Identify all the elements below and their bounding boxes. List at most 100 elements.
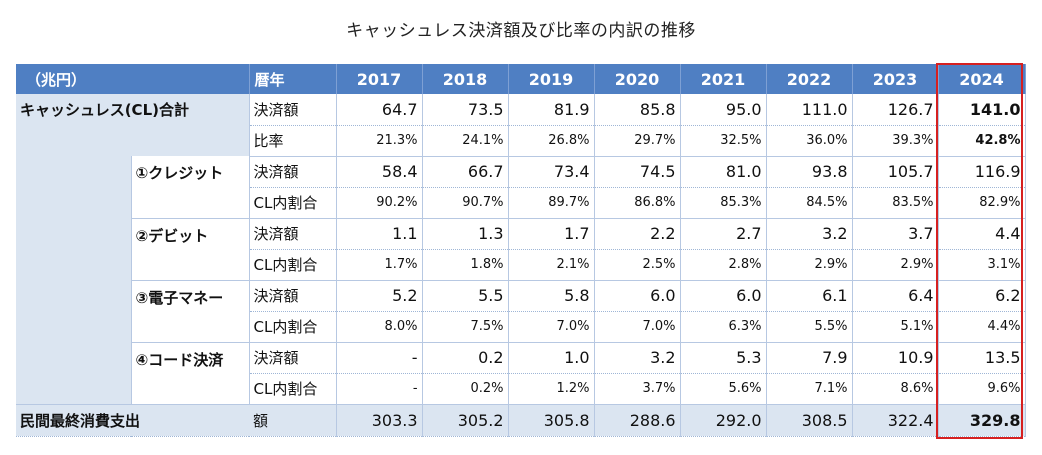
table-cell: 66.7 [422, 156, 509, 188]
row-label: 決済額 [249, 218, 337, 250]
table-row: ①クレジット 決済額 58.4 66.7 73.4 74.5 81.0 93.8… [16, 156, 1026, 404]
table-cell: 1.7 [508, 218, 595, 250]
row-label: 決済額 [249, 280, 337, 312]
table-cell: 32.5% [680, 125, 767, 157]
table-cell: 9.6% [938, 373, 1026, 405]
table-cell: 81.0 [680, 156, 767, 188]
table-cell: 73.5 [422, 94, 509, 126]
table-row: CL内割合 90.2% 90.7% 89.7% 86.8% 85.3% 84.5… [16, 187, 1026, 219]
table-cell: 26.8% [508, 125, 595, 157]
table-cell: 81.9 [508, 94, 595, 126]
cashless-table: （兆円） 暦年 2017 2018 2019 2020 2021 2022 20… [16, 64, 1026, 437]
table-cell: 7.5% [422, 311, 509, 343]
total-label: キャッシュレス(CL)合計 [16, 94, 250, 125]
table-cell: 85.3% [680, 187, 767, 219]
table-cell: 39.3% [852, 125, 939, 157]
table-cell: 5.6% [680, 373, 767, 405]
table-cell: - [336, 342, 423, 374]
year-header: 2021 [680, 64, 767, 94]
table-cell: 73.4 [508, 156, 595, 188]
table-cell: 6.3% [680, 311, 767, 343]
table-cell: 292.0 [680, 403, 767, 437]
table-row: ④コード決済 決済額 - 0.2 1.0 3.2 5.3 7.9 10.9 13… [16, 342, 1026, 405]
table-cell: 111.0 [766, 94, 853, 126]
table-row: ③電子マネー 決済額 5.2 5.5 5.8 6.0 6.0 6.1 6.4 6… [16, 280, 1026, 343]
table-cell: 305.8 [508, 403, 595, 437]
year-header: 2022 [766, 64, 853, 94]
table-cell: 0.2 [422, 342, 509, 374]
table-cell: 2.5% [594, 249, 681, 281]
table-cell: 303.3 [336, 403, 423, 437]
table-cell: 5.5 [422, 280, 509, 312]
year-header: 2020 [594, 64, 681, 94]
table-cell: 329.8 [938, 403, 1026, 437]
table-cell: 1.8% [422, 249, 509, 281]
table-cell: 83.5% [852, 187, 939, 219]
table-cell: 3.7 [852, 218, 939, 250]
table-row: 比率 21.3% 24.1% 26.8% 29.7% 32.5% 36.0% 3… [16, 125, 1026, 157]
table-cell: 58.4 [336, 156, 423, 188]
table-row: CL内割合 8.0% 7.5% 7.0% 7.0% 6.3% 5.5% 5.1%… [16, 311, 1026, 343]
row-label: CL内割合 [249, 187, 337, 219]
table-cell: 141.0 [938, 94, 1026, 126]
table-cell: 1.0 [508, 342, 595, 374]
table-cell: 6.0 [594, 280, 681, 312]
table-row: 民間最終消費支出 額 303.3 305.2 305.8 288.6 292.0… [16, 403, 1026, 437]
table-cell: 2.2 [594, 218, 681, 250]
row-label: 比率 [249, 125, 337, 157]
table-cell: 10.9 [852, 342, 939, 374]
table-cell: 29.7% [594, 125, 681, 157]
table-cell: 5.2 [336, 280, 423, 312]
table-cell: 1.3 [422, 218, 509, 250]
year-header: 2024 [938, 64, 1026, 94]
table-cell: 7.1% [766, 373, 853, 405]
table-cell: 3.7% [594, 373, 681, 405]
category-label: ③電子マネー [131, 280, 250, 343]
table-cell: 74.5 [594, 156, 681, 188]
category-label: ①クレジット [131, 156, 250, 219]
table-cell: 90.7% [422, 187, 509, 219]
table-cell: 85.8 [594, 94, 681, 126]
table-cell: - [336, 373, 423, 405]
category-label: ②デビット [131, 218, 250, 281]
table-cell: 288.6 [594, 403, 681, 437]
row-label: CL内割合 [249, 311, 337, 343]
table-cell: 86.8% [594, 187, 681, 219]
table-row: ②デビット 決済額 1.1 1.3 1.7 2.2 2.7 3.2 3.7 4.… [16, 218, 1026, 281]
header-row: （兆円） 暦年 2017 2018 2019 2020 2021 2022 20… [16, 64, 1026, 94]
table-cell: 5.3 [680, 342, 767, 374]
table-cell: 1.7% [336, 249, 423, 281]
table-cell: 126.7 [852, 94, 939, 126]
year-header: 2019 [508, 64, 595, 94]
table-cell: 8.0% [336, 311, 423, 343]
table-cell: 89.7% [508, 187, 595, 219]
year-header: 2023 [852, 64, 939, 94]
year-header: 2017 [336, 64, 423, 94]
blank-cell [16, 125, 250, 156]
table-cell: 1.1 [336, 218, 423, 250]
table-cell: 93.8 [766, 156, 853, 188]
table-cell: 8.6% [852, 373, 939, 405]
table-cell: 36.0% [766, 125, 853, 157]
page-title: キャッシュレス決済額及び比率の内訳の推移 [346, 21, 696, 41]
row-label: 決済額 [249, 156, 337, 188]
table-cell: 5.8 [508, 280, 595, 312]
consumption-label: 民間最終消費支出 [16, 403, 250, 437]
table-cell: 4.4 [938, 218, 1026, 250]
table-cell: 116.9 [938, 156, 1026, 188]
table-cell: 5.5% [766, 311, 853, 343]
table-cell: 64.7 [336, 94, 423, 126]
table-cell: 2.1% [508, 249, 595, 281]
table-cell: 84.5% [766, 187, 853, 219]
table-cell: 6.2 [938, 280, 1026, 312]
table-cell: 24.1% [422, 125, 509, 157]
table-cell: 2.9% [766, 249, 853, 281]
category-label: ④コード決済 [131, 342, 250, 405]
table-cell: 13.5 [938, 342, 1026, 374]
table-cell: 3.2 [594, 342, 681, 374]
table-cell: 6.0 [680, 280, 767, 312]
table-cell: 5.1% [852, 311, 939, 343]
table-cell: 95.0 [680, 94, 767, 126]
table-row: キャッシュレス(CL)合計 決済額 64.7 73.5 81.9 85.8 95… [16, 94, 1026, 126]
row-label: CL内割合 [249, 249, 337, 281]
